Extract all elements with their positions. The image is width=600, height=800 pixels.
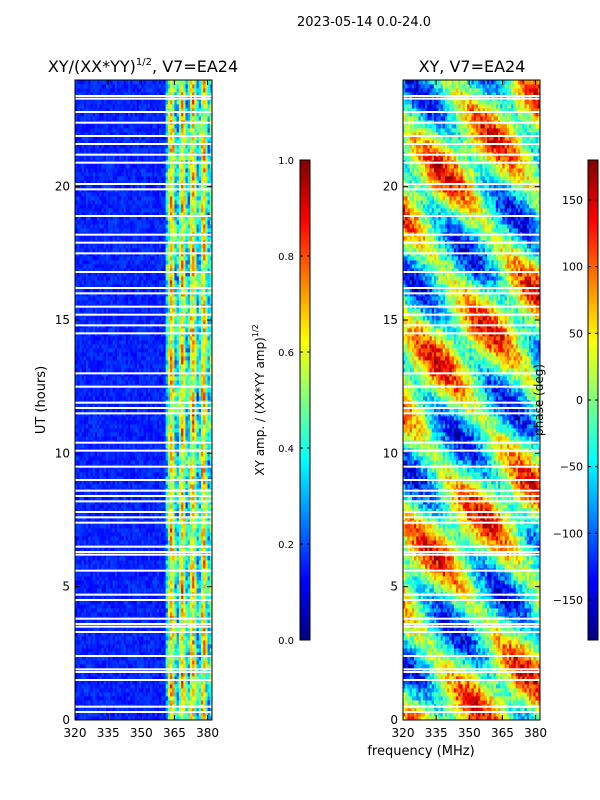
amplitude-heatmap bbox=[75, 80, 212, 720]
figure-suptitle: 2023-05-14 0.0-24.0 bbox=[297, 15, 431, 30]
amplitude-panel: XY/(XX*YY)1/2, V7=EA24 UT (hours) 320 335… bbox=[34, 57, 238, 740]
amplitude-panel-title: XY/(XX*YY)1/2, V7=EA24 bbox=[48, 57, 238, 76]
figure: 2023-05-14 0.0-24.0 frequency (MHz) XY/(… bbox=[0, 0, 600, 800]
y-axis-label: UT (hours) bbox=[34, 366, 49, 434]
x-axis-label: frequency (MHz) bbox=[367, 744, 474, 759]
